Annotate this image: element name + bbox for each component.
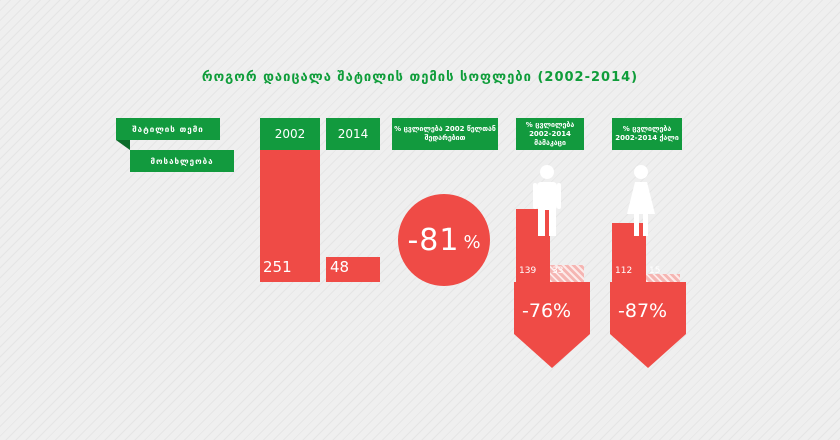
community-label: შატილის თემი — [116, 118, 220, 140]
total-change-value: -81 — [407, 222, 460, 258]
value-total-2002: 251 — [263, 258, 292, 276]
value-female-2002: 112 — [615, 266, 633, 276]
female-arrow — [610, 282, 686, 368]
header-change-female: % ცვლილება 2002-2014 ქალი — [612, 118, 682, 150]
bar-total-2002 — [260, 150, 320, 282]
header-change-total-text: % ცვლილება 2002 წელთან შედარებით — [394, 125, 496, 142]
population-label: მოსახლეობა — [130, 150, 234, 172]
total-change-sign: % — [463, 231, 481, 253]
header-2002-text: 2002 — [274, 127, 306, 141]
population-label-text: მოსახლეობა — [150, 156, 214, 166]
male-change-value: -76% — [522, 300, 572, 322]
header-2002: 2002 — [260, 118, 320, 150]
header-change-male: % ცვლილება 2002-2014 მამაკაცი — [516, 118, 584, 150]
total-change-circle: -81 % — [398, 194, 490, 286]
value-female-2014: 15 — [649, 266, 661, 276]
value-total-2014: 48 — [330, 258, 350, 276]
female-icon — [627, 165, 655, 236]
male-arrow — [514, 282, 590, 368]
header-change-total: % ცვლილება 2002 წელთან შედარებით — [392, 118, 498, 150]
page-title: როგორ დაიცალა შატილის თემის სოფლები (200… — [201, 70, 639, 85]
bar-male-2014 — [550, 265, 584, 282]
community-label-text: შატილის თემი — [132, 124, 204, 134]
header-2014: 2014 — [326, 118, 380, 150]
value-male-2014: 33 — [552, 266, 564, 276]
bar-total-2014 — [326, 257, 380, 282]
bar-female-2002 — [612, 223, 646, 282]
ribbon-fold — [116, 140, 130, 150]
value-male-2002: 139 — [519, 266, 537, 276]
header-change-female-text: % ცვლილება 2002-2014 ქალი — [615, 125, 679, 142]
header-change-male-text: % ცვლილება 2002-2014 მამაკაცი — [525, 120, 575, 147]
male-icon — [533, 165, 561, 236]
header-2014-text: 2014 — [337, 127, 369, 141]
female-change-value: -87% — [618, 300, 668, 322]
bar-female-2014 — [646, 274, 680, 282]
